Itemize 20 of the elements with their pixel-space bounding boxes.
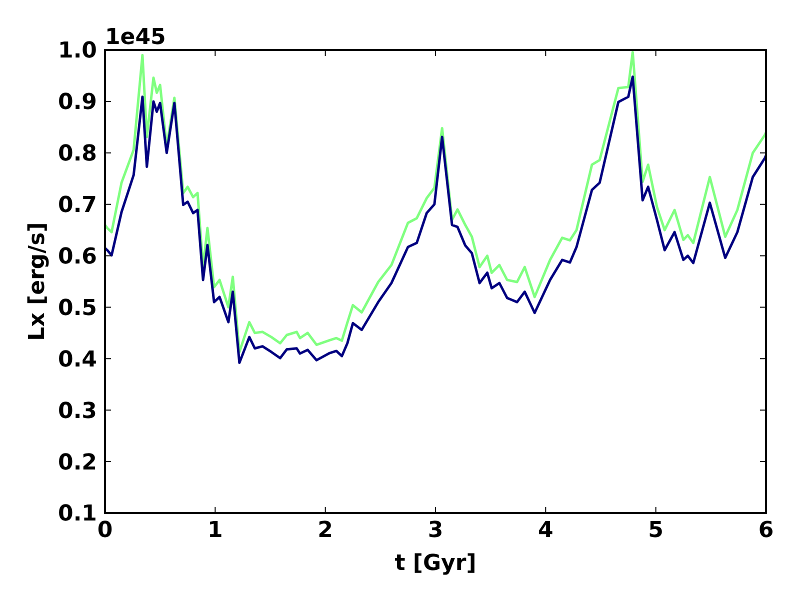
x-tick-label: 6 (758, 518, 774, 543)
y-axis-title: Lx [erg/s] (25, 222, 50, 341)
x-tick-label: 4 (538, 518, 554, 543)
y-tick-label: 0.6 (58, 244, 97, 270)
y-tick-label: 0.5 (58, 296, 97, 321)
x-axis-title: t [Gyr] (394, 551, 476, 576)
y-tick-label: 0.3 (58, 398, 97, 424)
x-tick-label: 3 (428, 518, 444, 543)
y-tick-label: 1.0 (58, 38, 97, 64)
x-tick-label: 1 (208, 518, 223, 543)
text: 1e45 (105, 25, 166, 50)
y-tick-label: 0.2 (58, 450, 97, 476)
x-tick-label: 2 (318, 518, 333, 543)
y-tick-label: 0.4 (58, 347, 97, 372)
y-tick-label: 0.1 (58, 502, 97, 527)
x-tick-label: 5 (648, 518, 664, 543)
y-tick-label: 0.9 (58, 90, 97, 116)
y-tick-label: 0.8 (58, 142, 97, 167)
x-tick-label: 0 (97, 518, 113, 543)
y-tick-label: 0.7 (58, 193, 97, 218)
